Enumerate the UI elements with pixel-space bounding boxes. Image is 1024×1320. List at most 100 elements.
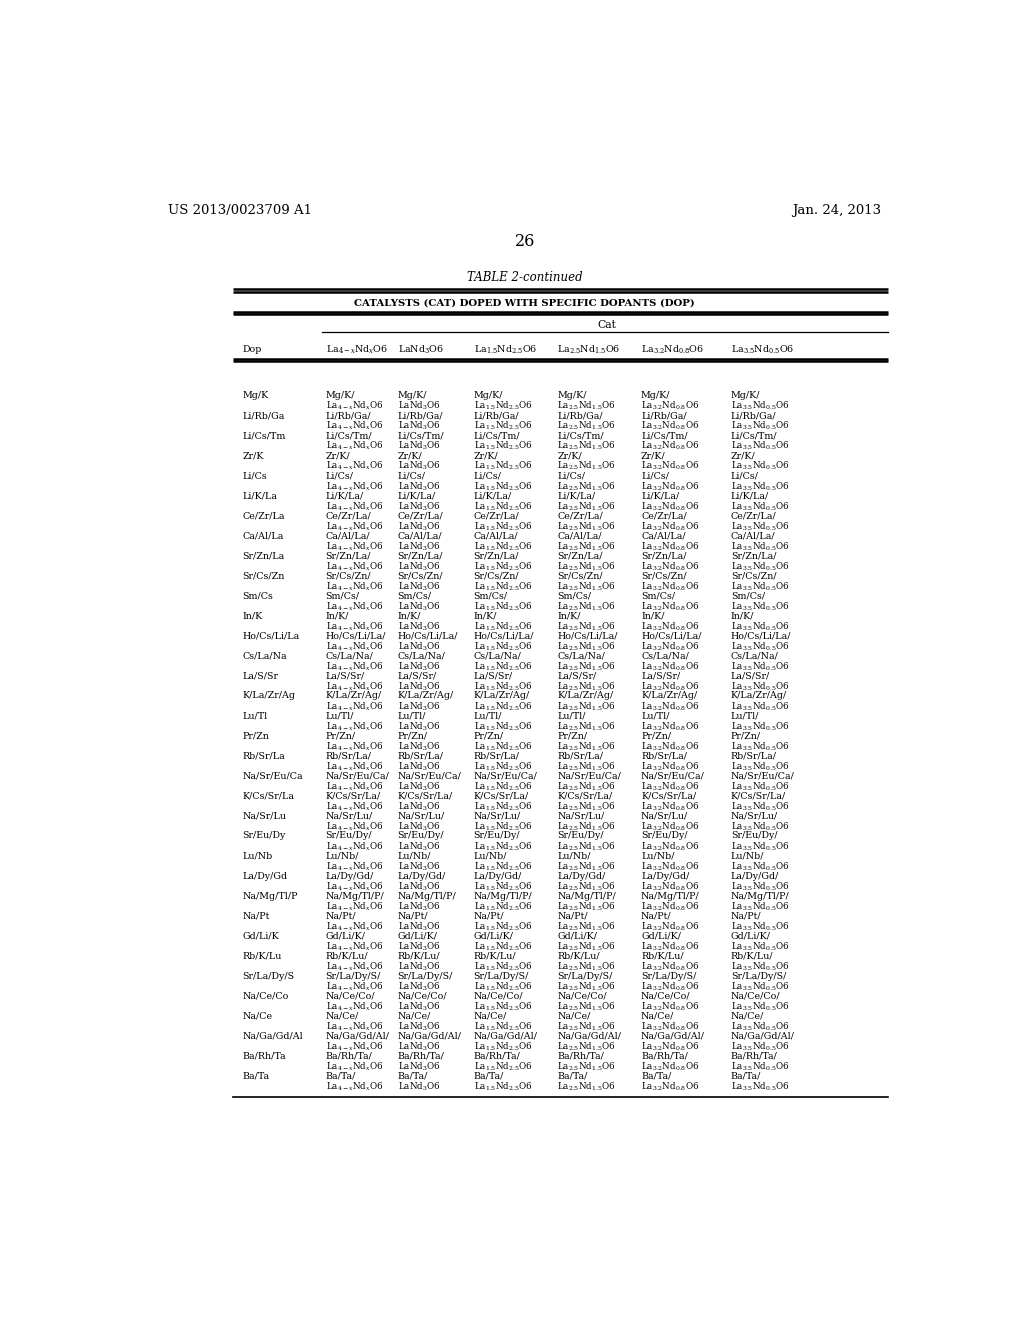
Text: Mg/K: Mg/K: [243, 391, 269, 400]
Text: La$_{3.5}$Nd$_{0.5}$O6: La$_{3.5}$Nd$_{0.5}$O6: [731, 700, 790, 713]
Text: Li/Cs/Tm/: Li/Cs/Tm/: [326, 432, 373, 440]
Text: La/S/Sr/: La/S/Sr/: [557, 672, 597, 680]
Text: Ba/Ta/: Ba/Ta/: [397, 1072, 428, 1081]
Text: La$_{2.5}$Nd$_{1.5}$O6: La$_{2.5}$Nd$_{1.5}$O6: [557, 560, 616, 573]
Text: LaNd$_3$O6: LaNd$_3$O6: [397, 640, 440, 652]
Text: Li/Cs/: Li/Cs/: [641, 471, 669, 480]
Text: La$_{4-x}$Nd$_x$O6: La$_{4-x}$Nd$_x$O6: [326, 861, 383, 873]
Text: La$_{3.2}$Nd$_{0.8}$O6: La$_{3.2}$Nd$_{0.8}$O6: [641, 640, 699, 652]
Text: In/K/: In/K/: [474, 611, 497, 620]
Text: Ba/Rh/Ta/: Ba/Rh/Ta/: [557, 1052, 604, 1061]
Text: La/S/Sr/: La/S/Sr/: [474, 672, 513, 680]
Text: Na/Ga/Gd/Al/: Na/Ga/Gd/Al/: [326, 1032, 389, 1040]
Text: Gd/Li/K/: Gd/Li/K/: [557, 932, 597, 941]
Text: La$_{1.5}$Nd$_{2.5}$O6: La$_{1.5}$Nd$_{2.5}$O6: [474, 579, 532, 593]
Text: La/Dy/Gd/: La/Dy/Gd/: [474, 871, 522, 880]
Text: Sr/Cs/Zn/: Sr/Cs/Zn/: [731, 572, 776, 581]
Text: La$_{4-x}$Nd$_x$O6: La$_{4-x}$Nd$_x$O6: [326, 560, 383, 573]
Text: Na/Pt/: Na/Pt/: [641, 912, 672, 920]
Text: La$_{4-x}$Nd$_x$O6: La$_{4-x}$Nd$_x$O6: [326, 500, 383, 512]
Text: Mg/K/: Mg/K/: [397, 391, 427, 400]
Text: Rb/Sr/La/: Rb/Sr/La/: [731, 751, 777, 760]
Text: La$_{3.2}$Nd$_{0.8}$O6: La$_{3.2}$Nd$_{0.8}$O6: [641, 861, 699, 873]
Text: La$_{3.5}$Nd$_{0.5}$O6: La$_{3.5}$Nd$_{0.5}$O6: [731, 680, 790, 693]
Text: La$_{1.5}$Nd$_{2.5}$O6: La$_{1.5}$Nd$_{2.5}$O6: [474, 900, 532, 913]
Text: La$_{1.5}$Nd$_{2.5}$O6: La$_{1.5}$Nd$_{2.5}$O6: [474, 620, 532, 632]
Text: La$_{3.2}$Nd$_{0.8}$O6: La$_{3.2}$Nd$_{0.8}$O6: [641, 981, 699, 993]
Text: Ce/Zr/La/: Ce/Zr/La/: [326, 511, 372, 520]
Text: La$_{3.5}$Nd$_{0.5}$O6: La$_{3.5}$Nd$_{0.5}$O6: [731, 841, 790, 853]
Text: La$_{2.5}$Nd$_{1.5}$O6: La$_{2.5}$Nd$_{1.5}$O6: [557, 1001, 616, 1012]
Text: Ca/Al/La/: Ca/Al/La/: [641, 531, 686, 540]
Text: Ho/Cs/Li/La/: Ho/Cs/Li/La/: [641, 631, 701, 640]
Text: LaNd$_3$O6: LaNd$_3$O6: [397, 579, 440, 593]
Text: La$_{2.5}$Nd$_{1.5}$O6: La$_{2.5}$Nd$_{1.5}$O6: [557, 480, 616, 492]
Text: Rb/Sr/La/: Rb/Sr/La/: [557, 751, 603, 760]
Text: Lu/Nb/: Lu/Nb/: [557, 851, 591, 861]
Text: Ba/Rh/Ta/: Ba/Rh/Ta/: [326, 1052, 373, 1061]
Text: La$_{3.5}$Nd$_{0.5}$O6: La$_{3.5}$Nd$_{0.5}$O6: [731, 820, 790, 833]
Text: Sr/Zn/La/: Sr/Zn/La/: [474, 552, 519, 560]
Text: La$_{3.2}$Nd$_{0.8}$O6: La$_{3.2}$Nd$_{0.8}$O6: [641, 560, 699, 573]
Text: Pr/Zn/: Pr/Zn/: [397, 731, 428, 741]
Text: Ho/Cs/Li/La/: Ho/Cs/Li/La/: [731, 631, 792, 640]
Text: Mg/K/: Mg/K/: [474, 391, 503, 400]
Text: La$_{4-x}$Nd$_x$O6: La$_{4-x}$Nd$_x$O6: [326, 343, 388, 355]
Text: Li/Rb/Ga/: Li/Rb/Ga/: [397, 411, 443, 420]
Text: Ca/Al/La: Ca/Al/La: [243, 531, 284, 540]
Text: Na/Ce/: Na/Ce/: [474, 1011, 507, 1020]
Text: Na/Pt/: Na/Pt/: [731, 912, 762, 920]
Text: La$_{2.5}$Nd$_{1.5}$O6: La$_{2.5}$Nd$_{1.5}$O6: [557, 880, 616, 892]
Text: Na/Ce/: Na/Ce/: [731, 1011, 764, 1020]
Text: Sr/Zn/La/: Sr/Zn/La/: [557, 552, 603, 560]
Text: La$_{1.5}$Nd$_{2.5}$O6: La$_{1.5}$Nd$_{2.5}$O6: [474, 981, 532, 993]
Text: La$_{3.5}$Nd$_{0.5}$O6: La$_{3.5}$Nd$_{0.5}$O6: [731, 1060, 790, 1073]
Text: La$_{3.2}$Nd$_{0.8}$O6: La$_{3.2}$Nd$_{0.8}$O6: [641, 459, 699, 473]
Text: Lu/Nb/: Lu/Nb/: [641, 851, 675, 861]
Text: Rb/K/Lu/: Rb/K/Lu/: [326, 952, 369, 961]
Text: La$_{3.5}$Nd$_{0.5}$O6: La$_{3.5}$Nd$_{0.5}$O6: [731, 800, 790, 813]
Text: La$_{2.5}$Nd$_{1.5}$O6: La$_{2.5}$Nd$_{1.5}$O6: [557, 640, 616, 652]
Text: K/Cs/Sr/La/: K/Cs/Sr/La/: [731, 792, 786, 800]
Text: La$_{2.5}$Nd$_{1.5}$O6: La$_{2.5}$Nd$_{1.5}$O6: [557, 1060, 616, 1073]
Text: Na/Sr/Lu/: Na/Sr/Lu/: [474, 812, 521, 821]
Text: Lu/Tl: Lu/Tl: [243, 711, 268, 721]
Text: Ba/Rh/Ta/: Ba/Rh/Ta/: [731, 1052, 778, 1061]
Text: Sm/Cs/: Sm/Cs/: [397, 591, 432, 601]
Text: La/Dy/Gd/: La/Dy/Gd/: [641, 871, 689, 880]
Text: Na/Sr/Eu/Ca/: Na/Sr/Eu/Ca/: [641, 771, 705, 780]
Text: La$_{3.2}$Nd$_{0.8}$O6: La$_{3.2}$Nd$_{0.8}$O6: [641, 940, 699, 953]
Text: La$_{3.2}$Nd$_{0.8}$O6: La$_{3.2}$Nd$_{0.8}$O6: [641, 540, 699, 553]
Text: La$_{2.5}$Nd$_{1.5}$O6: La$_{2.5}$Nd$_{1.5}$O6: [557, 601, 616, 612]
Text: Ba/Ta/: Ba/Ta/: [474, 1072, 504, 1081]
Text: La$_{2.5}$Nd$_{1.5}$O6: La$_{2.5}$Nd$_{1.5}$O6: [557, 900, 616, 913]
Text: Li/Cs/Tm/: Li/Cs/Tm/: [641, 432, 688, 440]
Text: In/K/: In/K/: [731, 611, 755, 620]
Text: Li/K/La/: Li/K/La/: [326, 491, 364, 500]
Text: La$_{3.5}$Nd$_{0.5}$O6: La$_{3.5}$Nd$_{0.5}$O6: [731, 760, 790, 772]
Text: Mg/K/: Mg/K/: [641, 391, 671, 400]
Text: Sm/Cs/: Sm/Cs/: [326, 591, 359, 601]
Text: La$_{4-x}$Nd$_x$O6: La$_{4-x}$Nd$_x$O6: [326, 800, 383, 813]
Text: La/Dy/Gd/: La/Dy/Gd/: [326, 871, 374, 880]
Text: Sr/Zn/La: Sr/Zn/La: [243, 552, 285, 560]
Text: La$_{4-x}$Nd$_x$O6: La$_{4-x}$Nd$_x$O6: [326, 900, 383, 913]
Text: La$_{3.2}$Nd$_{0.8}$O6: La$_{3.2}$Nd$_{0.8}$O6: [641, 480, 699, 492]
Text: Sr/Cs/Zn/: Sr/Cs/Zn/: [326, 572, 372, 581]
Text: La$_{1.5}$Nd$_{2.5}$O6: La$_{1.5}$Nd$_{2.5}$O6: [474, 560, 532, 573]
Text: La$_{2.5}$Nd$_{1.5}$O6: La$_{2.5}$Nd$_{1.5}$O6: [557, 620, 616, 632]
Text: LaNd$_3$O6: LaNd$_3$O6: [397, 981, 440, 993]
Text: Sr/Zn/La/: Sr/Zn/La/: [641, 552, 686, 560]
Text: Li/Cs/: Li/Cs/: [326, 471, 353, 480]
Text: La$_{3.2}$Nd$_{0.8}$O6: La$_{3.2}$Nd$_{0.8}$O6: [641, 520, 699, 532]
Text: La$_{3.5}$Nd$_{0.5}$O6: La$_{3.5}$Nd$_{0.5}$O6: [731, 780, 790, 793]
Text: Na/Ga/Gd/Al/: Na/Ga/Gd/Al/: [474, 1032, 538, 1040]
Text: LaNd$_3$O6: LaNd$_3$O6: [397, 861, 440, 873]
Text: La$_{1.5}$Nd$_{2.5}$O6: La$_{1.5}$Nd$_{2.5}$O6: [474, 721, 532, 733]
Text: La$_{1.5}$Nd$_{2.5}$O6: La$_{1.5}$Nd$_{2.5}$O6: [474, 1020, 532, 1034]
Text: La$_{3.2}$Nd$_{0.8}$O6: La$_{3.2}$Nd$_{0.8}$O6: [641, 880, 699, 892]
Text: La$_{2.5}$Nd$_{1.5}$O6: La$_{2.5}$Nd$_{1.5}$O6: [557, 459, 616, 473]
Text: Sm/Cs/: Sm/Cs/: [641, 591, 675, 601]
Text: La$_{3.2}$Nd$_{0.8}$O6: La$_{3.2}$Nd$_{0.8}$O6: [641, 601, 699, 612]
Text: Na/Pt/: Na/Pt/: [557, 912, 588, 920]
